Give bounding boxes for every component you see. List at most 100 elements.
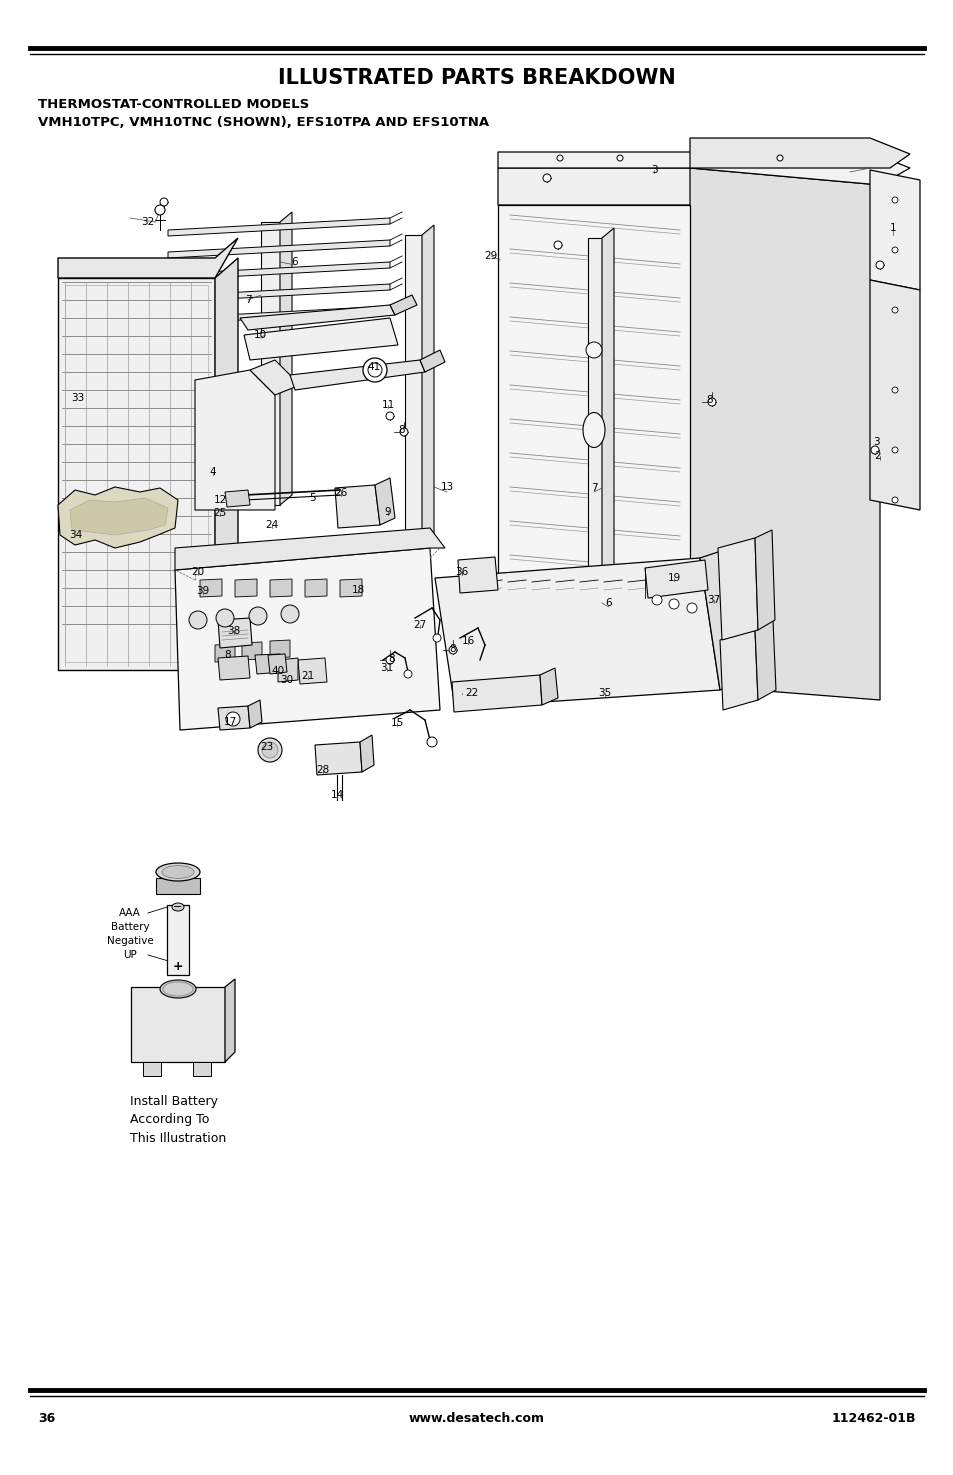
Polygon shape: [174, 528, 444, 569]
Text: 8: 8: [388, 653, 395, 664]
Text: According To: According To: [130, 1114, 209, 1127]
Polygon shape: [174, 549, 439, 730]
Text: 38: 38: [227, 625, 240, 636]
Ellipse shape: [172, 903, 184, 912]
Polygon shape: [58, 237, 237, 277]
Circle shape: [399, 428, 408, 437]
Text: 34: 34: [70, 530, 83, 540]
Polygon shape: [390, 295, 416, 316]
Text: 6: 6: [605, 597, 612, 608]
Polygon shape: [214, 645, 234, 662]
Polygon shape: [297, 658, 327, 684]
Text: 11: 11: [381, 400, 395, 410]
Polygon shape: [143, 1062, 161, 1075]
Polygon shape: [720, 630, 758, 709]
Circle shape: [891, 447, 897, 453]
Text: 24: 24: [265, 521, 278, 530]
Polygon shape: [218, 618, 252, 648]
Polygon shape: [305, 580, 327, 597]
Text: 41: 41: [367, 361, 380, 372]
Ellipse shape: [160, 979, 195, 999]
Text: 1: 1: [889, 223, 896, 233]
Circle shape: [776, 155, 782, 161]
Text: 23: 23: [260, 742, 274, 752]
Text: 8: 8: [449, 645, 456, 653]
Polygon shape: [168, 218, 390, 236]
Polygon shape: [58, 277, 214, 670]
Circle shape: [557, 155, 562, 161]
Polygon shape: [218, 656, 250, 680]
Polygon shape: [234, 580, 256, 597]
Text: 19: 19: [667, 572, 679, 583]
Text: Battery: Battery: [111, 922, 150, 932]
Polygon shape: [270, 640, 290, 658]
Polygon shape: [168, 240, 390, 258]
Polygon shape: [58, 487, 178, 549]
Text: 29: 29: [484, 251, 497, 261]
Text: 22: 22: [465, 687, 478, 698]
Polygon shape: [131, 987, 225, 1062]
Text: 8: 8: [398, 425, 405, 435]
Polygon shape: [277, 658, 297, 681]
Polygon shape: [644, 560, 707, 597]
Text: 37: 37: [706, 594, 720, 605]
Polygon shape: [225, 490, 250, 507]
Circle shape: [226, 712, 240, 726]
Circle shape: [386, 412, 394, 420]
Polygon shape: [435, 558, 720, 708]
Circle shape: [281, 605, 298, 622]
Polygon shape: [168, 263, 390, 280]
Polygon shape: [539, 668, 558, 705]
Circle shape: [707, 398, 716, 406]
Circle shape: [542, 174, 551, 181]
Polygon shape: [70, 499, 168, 535]
Text: 36: 36: [455, 566, 468, 577]
Text: 39: 39: [196, 586, 210, 596]
Polygon shape: [869, 170, 919, 291]
Polygon shape: [167, 906, 189, 975]
Text: This Illustration: This Illustration: [130, 1131, 226, 1145]
Text: 33: 33: [71, 392, 85, 403]
Polygon shape: [200, 580, 222, 597]
Circle shape: [891, 386, 897, 392]
Polygon shape: [718, 538, 758, 640]
Circle shape: [875, 261, 883, 268]
Text: Install Battery: Install Battery: [130, 1096, 218, 1109]
Polygon shape: [587, 237, 601, 600]
Circle shape: [891, 497, 897, 503]
Text: 13: 13: [440, 482, 453, 493]
Text: 8: 8: [706, 395, 713, 406]
Polygon shape: [168, 305, 390, 324]
Circle shape: [363, 358, 387, 382]
Circle shape: [403, 670, 412, 678]
Text: 35: 35: [598, 687, 611, 698]
Polygon shape: [193, 1062, 211, 1075]
Polygon shape: [405, 235, 421, 544]
Polygon shape: [248, 701, 262, 729]
Circle shape: [257, 738, 282, 763]
Text: www.desatech.com: www.desatech.com: [409, 1412, 544, 1425]
Text: Negative: Negative: [107, 937, 153, 945]
Text: 18: 18: [351, 586, 364, 594]
Polygon shape: [335, 485, 379, 528]
Text: 26: 26: [334, 488, 347, 499]
Polygon shape: [270, 580, 292, 597]
Text: 30: 30: [280, 676, 294, 684]
Text: 112462-01B: 112462-01B: [831, 1412, 915, 1425]
Polygon shape: [156, 878, 200, 894]
Polygon shape: [452, 676, 541, 712]
Circle shape: [215, 609, 233, 627]
Circle shape: [249, 608, 267, 625]
Polygon shape: [497, 205, 689, 684]
Text: 31: 31: [380, 662, 394, 673]
Circle shape: [891, 198, 897, 204]
Text: 5: 5: [310, 493, 316, 503]
Polygon shape: [280, 212, 292, 504]
Circle shape: [433, 634, 440, 642]
Polygon shape: [601, 229, 614, 600]
Text: ILLUSTRATED PARTS BREAKDOWN: ILLUSTRATED PARTS BREAKDOWN: [278, 68, 675, 88]
Text: 36: 36: [38, 1412, 55, 1425]
Ellipse shape: [582, 413, 604, 447]
Polygon shape: [240, 305, 395, 330]
Polygon shape: [689, 168, 879, 701]
